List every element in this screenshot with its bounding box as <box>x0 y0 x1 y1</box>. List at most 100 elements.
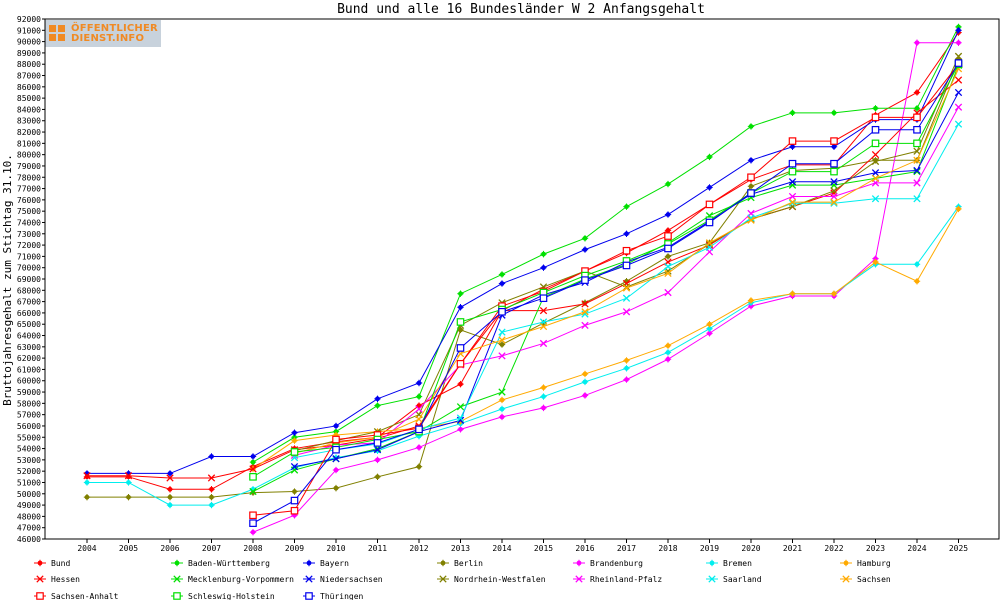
data-point <box>788 167 797 176</box>
data-point <box>830 178 838 186</box>
data-point <box>623 376 630 383</box>
series-5 <box>83 203 962 509</box>
data-point <box>166 493 174 501</box>
y-tick-label: 81000 <box>17 139 41 148</box>
data-point <box>788 199 797 207</box>
data-point <box>581 310 589 318</box>
data-point <box>913 139 921 148</box>
data-point <box>498 307 506 316</box>
data-point <box>415 405 423 413</box>
y-axis: 46000 47000 48000 49000 50000 51000 52000 53000… <box>17 15 45 544</box>
x-tick-label: 2022 <box>824 544 843 553</box>
legend-item[interactable]: Nordrhein-Westfalen <box>437 575 546 584</box>
y-tick-label: 53000 <box>17 456 41 465</box>
data-point <box>332 466 340 474</box>
data-point <box>664 342 672 349</box>
data-point <box>415 425 423 434</box>
data-point <box>871 113 880 122</box>
legend-item[interactable]: Berlin <box>437 559 483 568</box>
data-point <box>913 278 921 285</box>
data-point <box>373 446 382 454</box>
legend-item[interactable]: Sachsen-Anhalt <box>34 592 119 600</box>
legend-label: Thüringen <box>320 592 364 600</box>
plot-area <box>44 18 1000 540</box>
data-point <box>539 294 548 303</box>
y-tick-label: 72000 <box>17 241 41 250</box>
data-point <box>913 195 921 203</box>
legend-item[interactable]: Mecklenburg-Vorpommern <box>171 575 294 584</box>
x-tick-label: 2009 <box>285 544 304 553</box>
series-line <box>252 63 959 516</box>
data-point <box>913 105 921 112</box>
legend-item[interactable]: Sachsen <box>840 575 891 584</box>
legend-label: Baden-Württemberg <box>188 559 270 568</box>
data-point <box>913 179 921 187</box>
legend-item[interactable]: Brandenburg <box>573 559 643 568</box>
data-point <box>954 120 963 128</box>
legend-item[interactable]: Saarland <box>706 575 762 584</box>
data-point <box>581 392 589 399</box>
legend-marker <box>439 559 447 567</box>
x-axis: 2004 2005 2006 2007 2008 2009 2010 2011 2012 2013… <box>77 539 968 553</box>
legend-marker <box>708 575 716 583</box>
legend-item[interactable]: Baden-Württemberg <box>171 559 270 568</box>
legend-marker <box>842 559 850 567</box>
y-tick-label: 90000 <box>17 38 41 47</box>
y-tick-label: 71000 <box>17 252 41 261</box>
data-point <box>498 336 506 344</box>
data-point <box>913 261 921 268</box>
data-point <box>539 306 548 315</box>
y-axis-title: Bruttojahresgehalt zum Stichtag 31.10. <box>1 154 14 406</box>
data-point <box>540 264 547 271</box>
legend-item[interactable]: Thüringen <box>303 592 364 600</box>
series-15 <box>249 60 963 481</box>
data-point <box>913 147 921 155</box>
data-point <box>540 404 547 412</box>
data-point <box>623 230 630 237</box>
legend-item[interactable]: Rheinland-Pfalz <box>573 575 662 584</box>
y-tick-label: 84000 <box>17 105 41 114</box>
legend-marker <box>36 575 44 583</box>
y-tick-label: 59000 <box>17 388 41 397</box>
y-tick-label: 52000 <box>17 467 41 476</box>
legend-item[interactable]: Niedersachsen <box>303 575 383 584</box>
data-point <box>166 470 174 477</box>
legend-marker <box>173 575 181 583</box>
data-point <box>332 445 340 454</box>
legend-item[interactable]: Bremen <box>706 559 752 568</box>
data-point <box>788 159 797 168</box>
legend-marker <box>575 575 583 583</box>
logo[interactable]: ÖFFENTLICHER DIENST.INFO <box>45 20 161 47</box>
legend-item[interactable]: Bayern <box>303 559 349 568</box>
series-line <box>87 32 959 490</box>
data-point <box>913 125 921 134</box>
data-point <box>498 271 506 278</box>
data-point <box>166 474 174 482</box>
y-tick-label: 73000 <box>17 230 41 239</box>
y-tick-label: 69000 <box>17 275 41 284</box>
data-point <box>415 444 423 451</box>
data-point <box>166 486 174 493</box>
data-point <box>830 290 838 297</box>
data-point <box>456 318 465 326</box>
data-point <box>291 429 298 436</box>
data-point <box>871 139 880 148</box>
data-point <box>622 246 631 255</box>
data-point <box>830 159 838 168</box>
legend-item[interactable]: Bund <box>34 559 70 568</box>
data-point <box>457 380 464 388</box>
legend-item[interactable]: Hessen <box>34 575 80 584</box>
x-tick-label: 2016 <box>575 544 594 553</box>
legend-item[interactable]: Hamburg <box>840 559 891 568</box>
data-point <box>871 195 880 203</box>
legend-marker <box>439 575 447 583</box>
data-point <box>871 174 880 183</box>
data-point <box>788 198 797 206</box>
x-tick-label: 2019 <box>700 544 719 553</box>
y-tick-label: 63000 <box>17 343 41 352</box>
y-tick-label: 87000 <box>17 72 41 81</box>
legend-marker <box>305 559 313 567</box>
legend: Bund Baden-Württemberg Bayern Berlin Branden… <box>34 559 891 600</box>
data-point <box>622 308 631 316</box>
legend-item[interactable]: Schleswig-Holstein <box>171 592 275 600</box>
